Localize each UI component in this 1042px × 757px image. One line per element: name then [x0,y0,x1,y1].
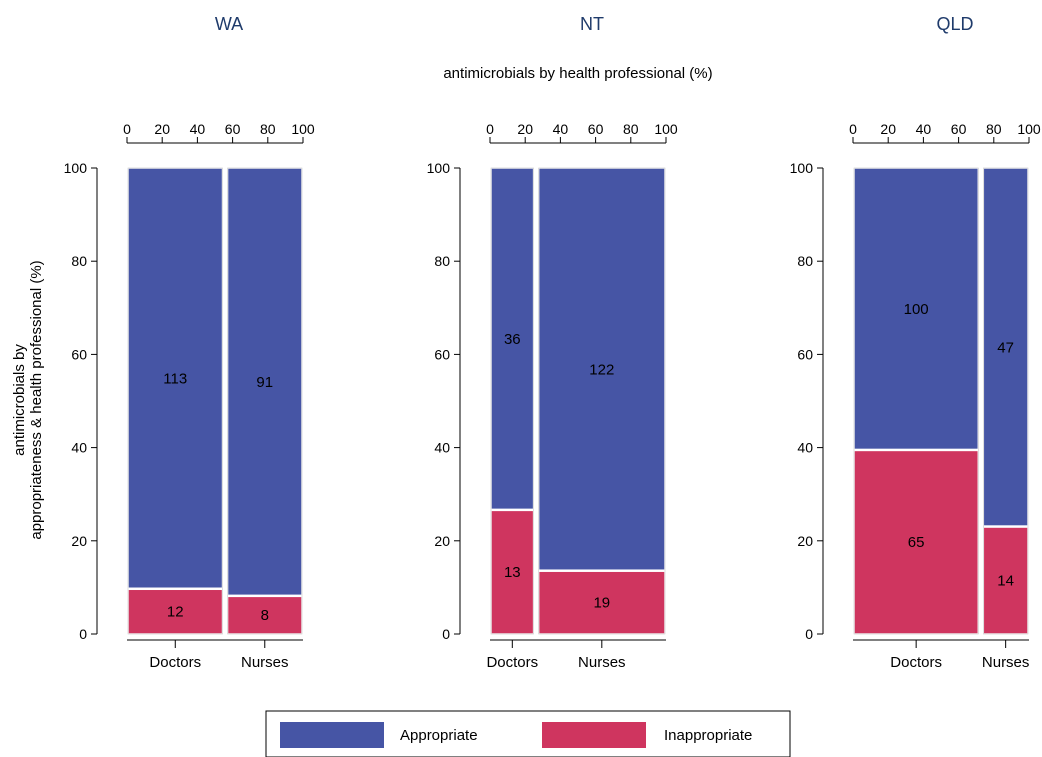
bar-outline [227,167,303,635]
panel-title: QLD [936,14,973,34]
bar-outline [853,167,979,635]
x-tick-label: 100 [654,121,678,137]
y-tick-label: 60 [797,346,813,362]
data-label-appropriate: 36 [504,331,521,348]
y-tick-label: 0 [805,626,813,642]
legend-swatch-inappropriate [542,722,646,748]
category-label: Nurses [982,654,1030,671]
data-label-inappropriate: 14 [997,573,1014,590]
x-tick-label: 100 [1017,121,1041,137]
y-tick-label: 0 [79,626,87,642]
legend-label-appropriate: Appropriate [400,727,478,744]
bar-appropriate-doctors [853,167,980,451]
y-tick-label: 80 [434,253,450,269]
x-tick-label: 60 [588,121,604,137]
y-tick-label: 20 [71,533,87,549]
x-tick-label: 20 [154,121,170,137]
y-tick-label: 60 [71,346,87,362]
x-tick-label: 100 [291,121,315,137]
y-tick-label: 40 [71,440,87,456]
data-label-appropriate: 100 [904,301,929,318]
y-tick-label: 100 [427,160,451,176]
x-tick-label: 0 [486,121,494,137]
category-label: Doctors [890,654,942,671]
x-tick-label: 0 [849,121,857,137]
bar-appropriate-nurses [537,167,666,571]
bar-inappropriate-doctors [853,449,980,635]
x-tick-label: 60 [225,121,241,137]
panel-title: NT [580,14,604,34]
data-label-inappropriate: 65 [908,534,925,551]
y-tick-label: 0 [442,626,450,642]
x-tick-label: 40 [553,121,569,137]
legend-swatch-appropriate [280,722,384,748]
data-label-appropriate: 47 [997,340,1014,357]
x-tick-label: 40 [916,121,932,137]
x-tick-label: 20 [880,121,896,137]
y-tick-label: 40 [797,440,813,456]
category-label: Nurses [241,654,289,671]
bar-outline [127,167,223,635]
category-label: Nurses [578,654,626,671]
bar-inappropriate-nurses [537,570,666,635]
bar-inappropriate-doctors [490,509,535,635]
data-label-inappropriate: 12 [167,604,184,621]
data-label-appropriate: 122 [589,362,614,379]
x-tick-label: 80 [986,121,1002,137]
panel-qld: QLD 0 20 40 60 80 100 0 20 40 60 80 100 100 65 Doctors 4… [790,14,1041,671]
y-tick-label: 80 [797,253,813,269]
panels: WA0 20 40 60 80 10002040608010011312Doctors91… [64,14,1041,671]
category-label: Doctors [486,654,538,671]
data-label-appropriate: 91 [256,374,273,391]
legend-label-inappropriate: Inappropriate [664,727,752,744]
data-label-appropriate: 113 [163,371,187,388]
y-tick-label: 100 [790,160,814,176]
bar-outline [538,167,666,635]
y-tick-label: 20 [434,533,450,549]
y-axis-title: antimicrobials by appropriateness & heal… [11,260,45,539]
data-label-inappropriate: 19 [593,595,610,612]
x-tick-label: 0 [123,121,131,137]
data-label-inappropriate: 8 [261,607,269,624]
bar-appropriate-doctors [490,167,535,511]
y-tick-label: 80 [71,253,87,269]
y-tick-label: 20 [797,533,813,549]
legend: Appropriate Inappropriate [265,710,791,757]
bar-inappropriate-nurses [982,526,1029,635]
y-axis-title-line-1: antimicrobials by [11,344,28,456]
panel-wa: WA 0 20 40 60 80 100 0 20 40 60 80 100 113 12 Doctors 91… [64,14,315,671]
x-tick-label: 80 [623,121,639,137]
y-axis-title-line-2: appropriateness & health professional (%… [28,260,45,539]
x-tick-label: 20 [517,121,533,137]
x-tick-label: 60 [951,121,967,137]
x-tick-label: 80 [260,121,276,137]
panel-title: WA [215,14,243,34]
bar-outline [490,167,534,635]
bar-outline [983,167,1029,635]
panel-nt: NT 0 20 40 60 80 100 0 20 40 60 80 100 36 13 Doctors 122… [427,14,678,671]
x-tick-label: 40 [190,121,206,137]
y-tick-label: 60 [434,346,450,362]
y-tick-label: 40 [434,440,450,456]
data-label-inappropriate: 13 [504,564,521,581]
y-tick-label: 100 [64,160,88,176]
x-axis-title: antimicrobials by health professional (%… [443,65,712,82]
category-label: Doctors [149,654,201,671]
